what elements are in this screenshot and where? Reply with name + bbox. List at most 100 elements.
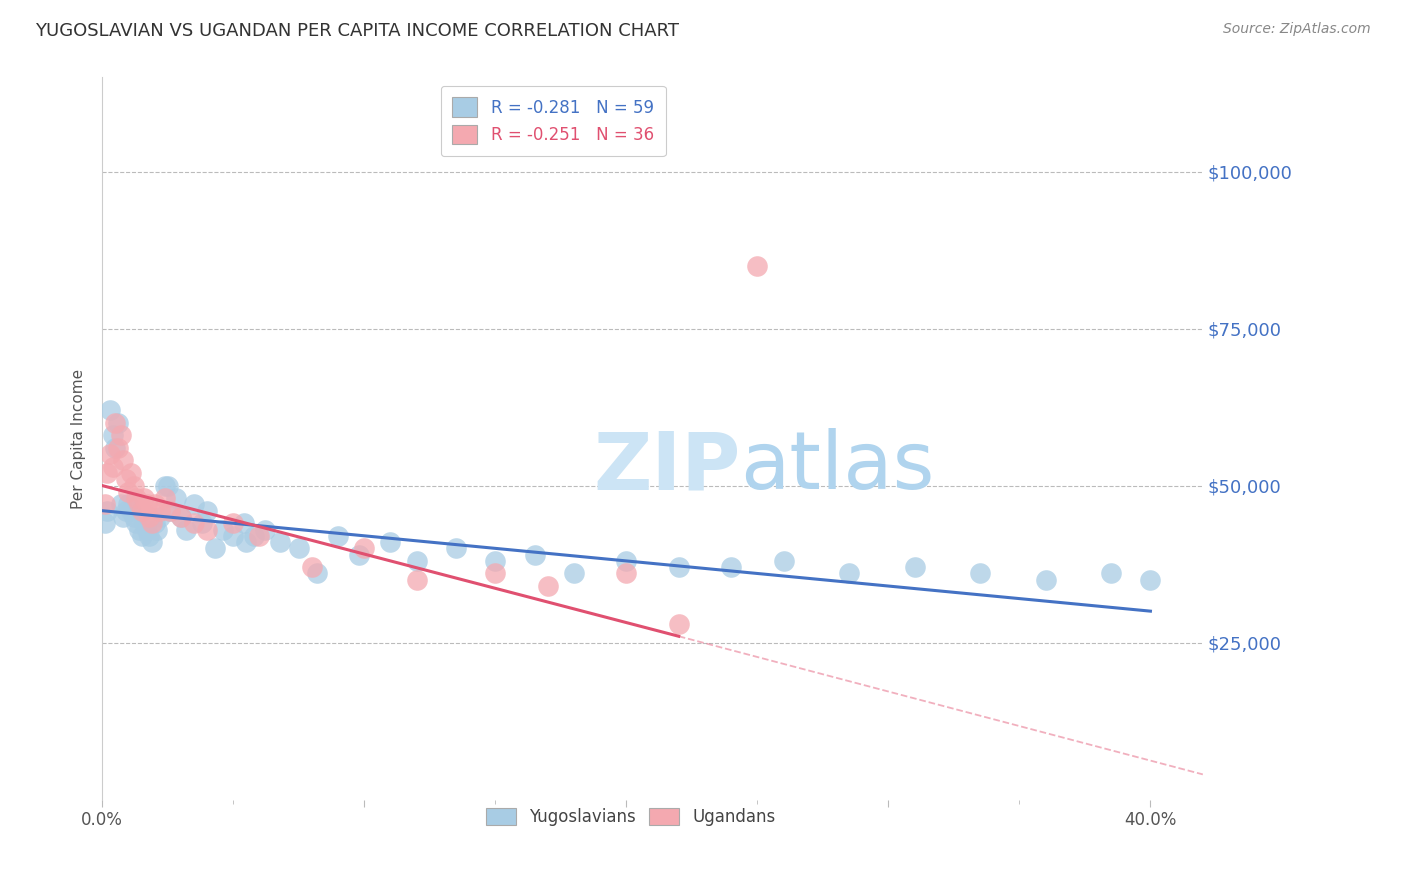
Point	[143, 516, 166, 531]
Point	[138, 529, 160, 543]
Point	[122, 510, 145, 524]
Point	[170, 510, 193, 524]
Point	[165, 491, 187, 505]
Point	[195, 523, 218, 537]
Point	[128, 523, 150, 537]
Point	[122, 478, 145, 492]
Point	[98, 403, 121, 417]
Point	[243, 529, 266, 543]
Point	[120, 504, 142, 518]
Point	[969, 566, 991, 581]
Point	[183, 497, 205, 511]
Point	[117, 497, 139, 511]
Point	[405, 554, 427, 568]
Point	[174, 523, 197, 537]
Point	[269, 535, 291, 549]
Point	[307, 566, 329, 581]
Legend: Yugoslavians, Ugandans: Yugoslavians, Ugandans	[477, 800, 785, 835]
Point	[141, 516, 163, 531]
Point	[149, 510, 172, 524]
Point	[131, 504, 153, 518]
Point	[112, 510, 135, 524]
Point	[195, 504, 218, 518]
Point	[484, 554, 506, 568]
Point	[191, 516, 214, 531]
Point	[253, 523, 276, 537]
Point	[183, 516, 205, 531]
Point	[134, 491, 156, 505]
Point	[405, 573, 427, 587]
Point	[143, 497, 166, 511]
Point	[720, 560, 742, 574]
Point	[96, 504, 118, 518]
Point	[747, 259, 769, 273]
Point	[380, 535, 402, 549]
Point	[156, 478, 179, 492]
Text: YUGOSLAVIAN VS UGANDAN PER CAPITA INCOME CORRELATION CHART: YUGOSLAVIAN VS UGANDAN PER CAPITA INCOME…	[35, 22, 679, 40]
Point	[131, 529, 153, 543]
Point	[1035, 573, 1057, 587]
Point	[170, 510, 193, 524]
Point	[353, 541, 375, 556]
Text: Source: ZipAtlas.com: Source: ZipAtlas.com	[1223, 22, 1371, 37]
Point	[232, 516, 254, 531]
Point	[159, 504, 181, 518]
Point	[104, 441, 127, 455]
Point	[668, 560, 690, 574]
Point	[614, 554, 637, 568]
Point	[211, 523, 233, 537]
Point	[128, 497, 150, 511]
Point	[101, 428, 124, 442]
Point	[125, 491, 148, 505]
Point	[149, 504, 172, 518]
Point	[326, 529, 349, 543]
Point	[94, 516, 117, 531]
Point	[112, 453, 135, 467]
Point	[204, 541, 226, 556]
Point	[444, 541, 467, 556]
Point	[903, 560, 925, 574]
Point	[668, 616, 690, 631]
Point	[222, 516, 245, 531]
Point	[614, 566, 637, 581]
Point	[249, 529, 271, 543]
Point	[110, 497, 132, 511]
Point	[838, 566, 860, 581]
Point	[1139, 573, 1161, 587]
Point	[141, 535, 163, 549]
Point	[523, 548, 546, 562]
Point	[135, 523, 157, 537]
Point	[153, 478, 176, 492]
Text: ZIP: ZIP	[593, 428, 741, 507]
Point	[98, 447, 121, 461]
Point	[107, 441, 129, 455]
Y-axis label: Per Capita Income: Per Capita Income	[72, 368, 86, 508]
Point	[96, 466, 118, 480]
Point	[222, 529, 245, 543]
Point	[94, 497, 117, 511]
Point	[537, 579, 560, 593]
Point	[120, 466, 142, 480]
Point	[125, 516, 148, 531]
Point	[114, 472, 136, 486]
Point	[117, 484, 139, 499]
Point	[347, 548, 370, 562]
Point	[287, 541, 309, 556]
Point	[135, 497, 157, 511]
Point	[110, 428, 132, 442]
Point	[104, 416, 127, 430]
Point	[146, 523, 169, 537]
Point	[114, 504, 136, 518]
Point	[107, 416, 129, 430]
Point	[159, 504, 181, 518]
Point	[562, 566, 585, 581]
Point	[235, 535, 257, 549]
Point	[101, 459, 124, 474]
Text: atlas: atlas	[741, 428, 935, 507]
Point	[484, 566, 506, 581]
Point	[1099, 566, 1122, 581]
Point	[138, 510, 160, 524]
Point	[301, 560, 323, 574]
Point	[153, 491, 176, 505]
Point	[134, 516, 156, 531]
